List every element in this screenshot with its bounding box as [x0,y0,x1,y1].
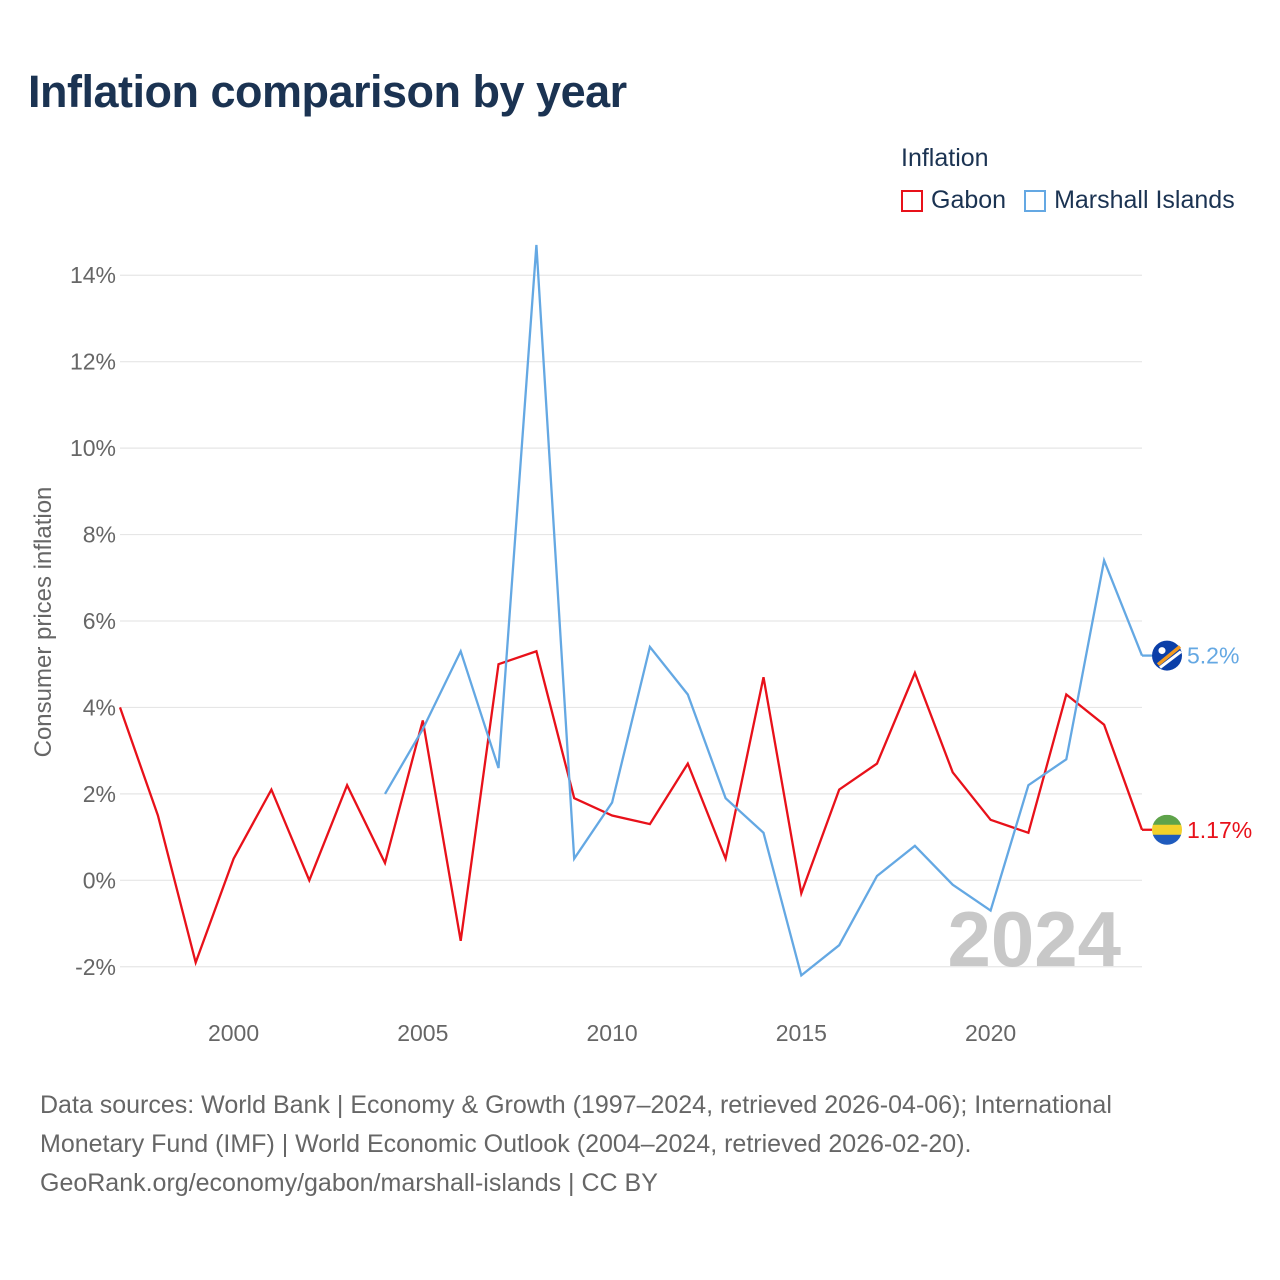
marshall-flag-stripe-white [1159,650,1182,669]
data-sources: Data sources: World Bank | Economy & Gro… [40,1086,1240,1203]
legend-swatch-marshall-islands [1024,189,1047,212]
x-tick-label: 2000 [208,1020,259,1046]
x-tick-label: 2005 [397,1020,448,1046]
x-tick-label: 2020 [965,1020,1016,1046]
series-line-0 [118,649,1144,967]
sources-line-3: GeoRank.org/economy/gabon/marshall-islan… [40,1169,658,1197]
y-tick-label: 4% [83,694,116,720]
y-tick-label: 8% [83,522,116,548]
line-chart: -2% 0% 2% 4% 6% 8% 10% 12% 14% 2000 2005 2010 2015 20… [30,244,1252,1046]
series-line-1 [384,244,1144,978]
x-tick-label: 2015 [776,1020,827,1046]
legend-title: Inflation [901,144,989,172]
marshall-flag-star [1158,647,1166,655]
legend-item-gabon[interactable]: Gabon [901,186,1006,215]
legend-swatch-gabon [901,189,923,212]
y-tick-label: 0% [83,867,116,893]
legend-item-marshall-islands[interactable]: Marshall Islands [1024,186,1235,215]
series-end-label-1: 5.2% [1187,643,1239,669]
year-watermark: 2024 [947,895,1121,983]
series-end-label-0: 1.17% [1187,817,1252,843]
y-tick-label: 2% [83,781,116,807]
chart-title: Inflation comparison by year [28,66,627,117]
gabon-flag-icon [1152,814,1182,845]
y-tick-label: 6% [83,608,116,634]
sources-line-1: Data sources: World Bank | Economy & Gro… [40,1091,1112,1119]
legend: Gabon Marshall Islands [901,186,1253,215]
legend-label-gabon: Gabon [931,186,1007,214]
y-tick-label: -2% [75,954,116,980]
y-tick-label: 12% [70,349,116,375]
x-tick-label: 2010 [586,1020,637,1046]
y-tick-label: 10% [70,435,116,461]
y-tick-label: 14% [70,262,116,288]
legend-label-marshall-islands: Marshall Islands [1054,186,1235,214]
marshall-flag-stripe-orange [1156,645,1182,666]
sources-line-2: Monetary Fund (IMF) | World Economic Out… [40,1130,972,1158]
y-axis-label: Consumer prices inflation [30,487,57,758]
